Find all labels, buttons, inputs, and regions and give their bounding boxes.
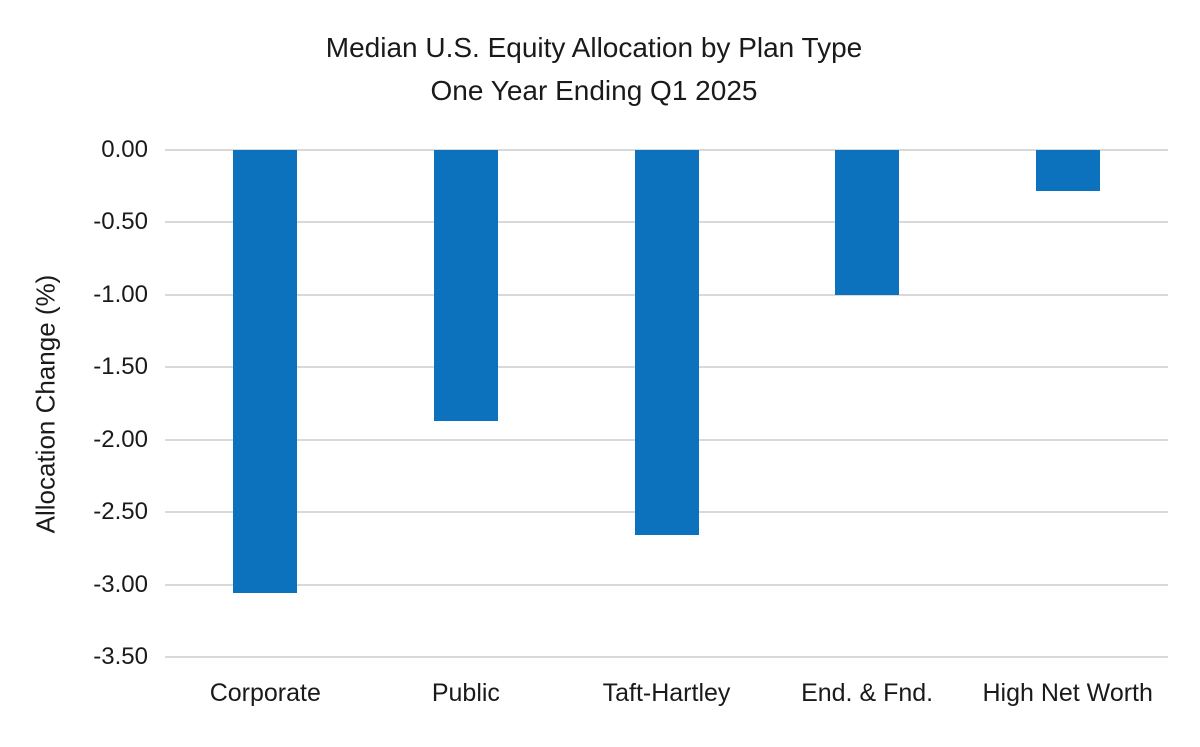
x-category-label-taft-hartley: Taft-Hartley [602, 679, 731, 707]
y-tick-label--1.50: -1.50 [93, 353, 148, 381]
y-tick-label--1.00: -1.00 [93, 280, 148, 308]
y-tick-label--2.00: -2.00 [93, 425, 148, 453]
x-category-label-public: Public [431, 679, 500, 707]
x-category-label-corporate: Corporate [209, 679, 321, 707]
y-tick-label-0.00: 0.00 [101, 136, 148, 163]
y-axis-title: Allocation Change (%) [30, 274, 61, 534]
y-tick-label--2.50: -2.50 [93, 498, 148, 526]
bar-corporate [233, 150, 298, 594]
gridline--3.50 [165, 656, 1168, 658]
plot-area [165, 149, 1168, 658]
x-category-label-end-fnd: End. & Fnd. [801, 679, 934, 707]
y-tick-label--3.00: -3.00 [93, 570, 148, 598]
gridline--3.00 [165, 583, 1168, 586]
chart-title-line2: One Year Ending Q1 2025 [430, 75, 758, 106]
bar-public [433, 150, 498, 421]
bar-taft-hartley [634, 150, 699, 536]
y-tick-label--0.50: -0.50 [93, 208, 148, 236]
bar-end-fnd [835, 150, 900, 295]
x-category-label-high-net-worth: High Net Worth [982, 679, 1153, 707]
chart-title: Median U.S. Equity Allocation by Plan Ty… [0, 26, 1188, 112]
chart-title-line1: Median U.S. Equity Allocation by Plan Ty… [325, 32, 863, 63]
bar-high-net-worth [1035, 150, 1100, 191]
y-tick-label--3.50: -3.50 [93, 643, 148, 670]
